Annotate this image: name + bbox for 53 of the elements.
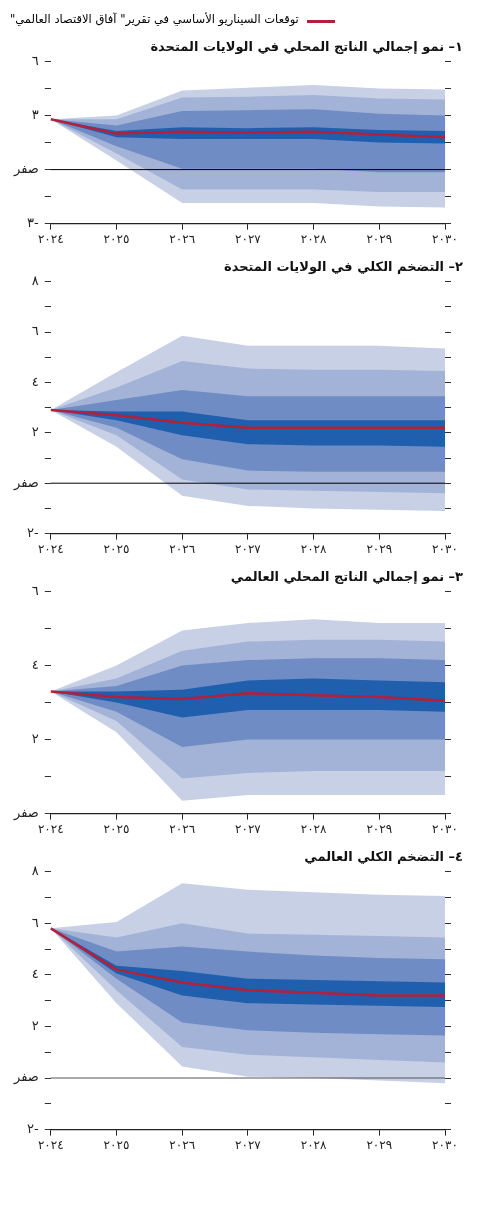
y-tick-label: صفر <box>12 160 39 177</box>
chart-title: ٤– التضخم الكلي العالمي <box>304 849 463 865</box>
x-tick-label: ٢٠٢٨ <box>300 541 328 556</box>
y-tick-label: ٢- <box>27 524 40 540</box>
x-tick-label: ٢٠٢٥ <box>103 231 130 246</box>
y-tick-label: صفر <box>12 804 39 821</box>
y-tick-label: ٦ <box>31 52 39 68</box>
x-tick-label: ٢٠٢٨ <box>300 821 328 836</box>
chart-title: ٢– التضخم الكلي في الولايات المتحدة <box>223 259 464 275</box>
y-tick-label: ٢- <box>27 1120 40 1136</box>
y-tick-label: ٣- <box>27 214 40 230</box>
y-tick-label: ٢ <box>31 424 39 440</box>
x-tick-label: ٢٠٢٧ <box>235 1137 262 1152</box>
y-tick-label: ٦ <box>31 582 39 598</box>
y-tick-label: صفر <box>12 474 39 491</box>
x-tick-label: ٢٠٢٦ <box>169 231 196 246</box>
x-tick-label: ٢٠٢٩ <box>366 541 393 556</box>
y-tick-label: ٦ <box>31 323 39 339</box>
y-tick-label: ٤ <box>31 373 39 389</box>
x-tick-label: ٢٠٢٤ <box>37 821 64 836</box>
y-tick-label: ٤ <box>31 966 39 982</box>
x-tick-label: ٢٠٢٦ <box>169 541 196 556</box>
x-tick-label: ٢٠٢٤ <box>37 1137 64 1152</box>
x-tick-label: ٢٠٢٥ <box>103 541 130 556</box>
y-tick-label: ٨ <box>31 272 39 288</box>
x-tick-label: ٢٠٣٠ <box>432 541 458 556</box>
y-tick-label: صفر <box>12 1069 39 1086</box>
x-tick-label: ٢٠٢٤ <box>37 541 64 556</box>
x-tick-label: ٢٠٣٠ <box>432 821 458 836</box>
x-tick-label: ٢٠٢٩ <box>366 231 393 246</box>
y-tick-label: ٦ <box>31 914 39 930</box>
x-tick-label: ٢٠٣٠ <box>432 1137 458 1152</box>
y-tick-label: ٤ <box>31 656 39 672</box>
x-tick-label: ٢٠٢٩ <box>366 821 393 836</box>
x-tick-label: ٢٠٢٤ <box>37 231 64 246</box>
x-tick-label: ٢٠٢٧ <box>235 231 262 246</box>
x-tick-label: ٢٠٢٦ <box>169 1137 196 1152</box>
x-tick-label: ٢٠٢٥ <box>103 821 130 836</box>
chart-title: ١– نمو إجمالي الناتج المحلي في الولايات المتحدة <box>150 39 463 55</box>
x-tick-label: ٢٠٢٦ <box>169 821 196 836</box>
x-tick-label: ٢٠٢٧ <box>235 541 262 556</box>
y-tick-label: ٢ <box>31 1017 39 1033</box>
x-tick-label: ٢٠٢٩ <box>366 1137 393 1152</box>
chart-title: ٣– نمو إجمالي الناتج المحلي العالمي <box>230 569 464 585</box>
y-tick-label: ٢ <box>31 730 39 746</box>
x-tick-label: ٢٠٢٨ <box>300 1137 328 1152</box>
legend-label: توقعات السيناريو الأساسي في تقرير" آفاق الاقتصاد العالمي" <box>10 12 299 26</box>
x-tick-label: ٢٠٢٥ <box>103 1137 130 1152</box>
x-tick-label: ٢٠٢٨ <box>300 231 328 246</box>
x-tick-label: ٢٠٣٠ <box>432 231 458 246</box>
x-tick-label: ٢٠٢٧ <box>235 821 262 836</box>
y-tick-label: ٣ <box>31 106 39 122</box>
y-tick-label: ٨ <box>31 862 39 878</box>
